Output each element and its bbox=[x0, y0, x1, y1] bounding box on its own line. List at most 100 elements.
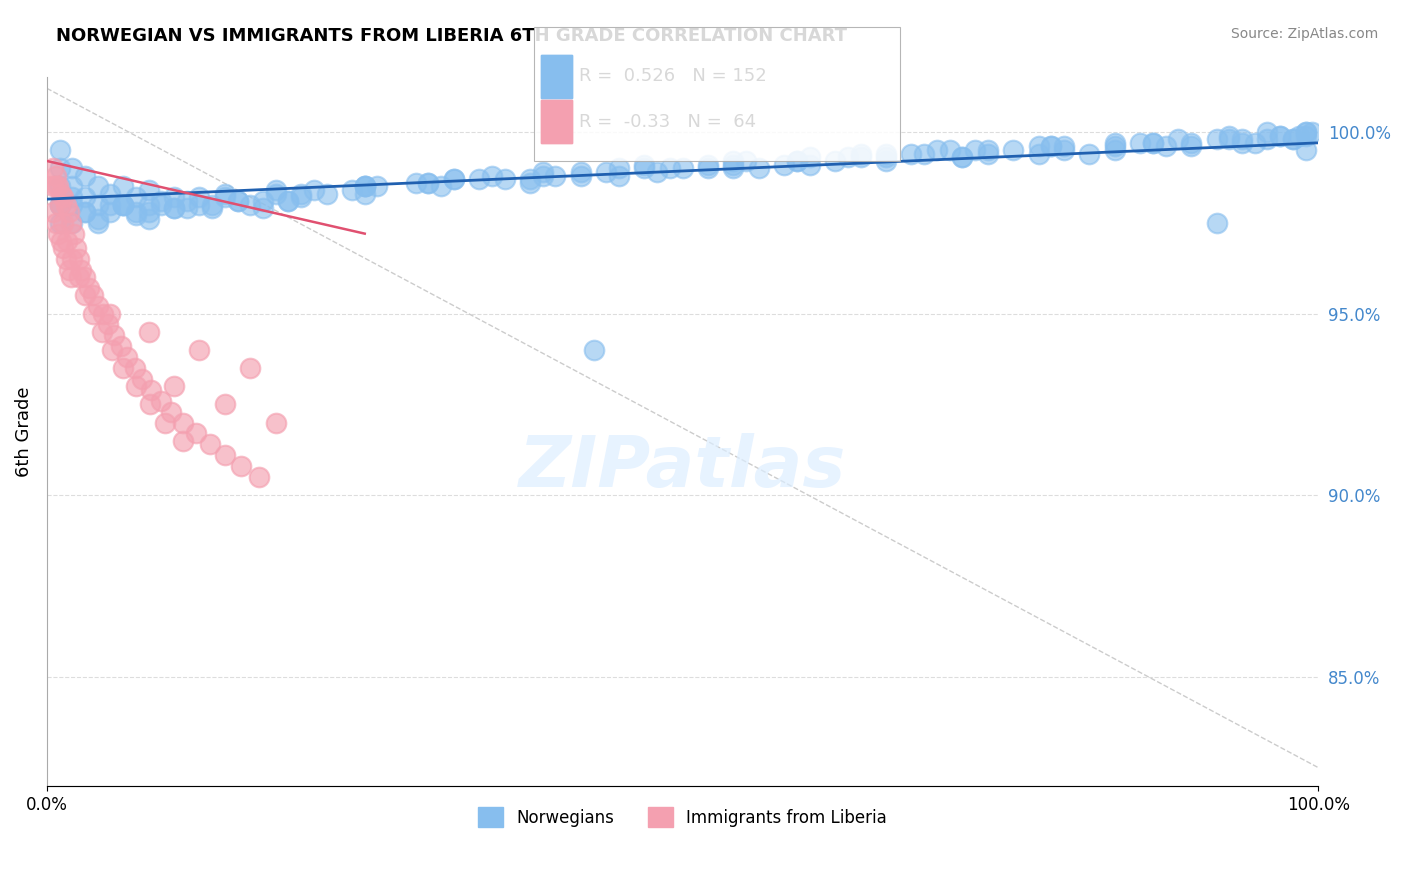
Point bbox=[786, 153, 808, 168]
Point bbox=[950, 150, 973, 164]
Point bbox=[290, 186, 312, 201]
Point bbox=[1154, 139, 1177, 153]
Point bbox=[73, 204, 96, 219]
Text: ZIPatlas: ZIPatlas bbox=[519, 433, 846, 501]
Point bbox=[1002, 143, 1025, 157]
Point bbox=[697, 158, 720, 172]
Point bbox=[67, 270, 90, 285]
Point bbox=[519, 172, 541, 186]
Point bbox=[1104, 139, 1126, 153]
Point bbox=[172, 434, 194, 448]
Point bbox=[48, 197, 70, 211]
Point bbox=[138, 183, 160, 197]
Point bbox=[73, 270, 96, 285]
Point bbox=[963, 143, 986, 157]
Point bbox=[799, 158, 821, 172]
Point bbox=[201, 197, 224, 211]
Point bbox=[658, 161, 681, 176]
Point bbox=[1180, 136, 1202, 150]
Point bbox=[45, 169, 67, 183]
Point bbox=[67, 252, 90, 266]
Point bbox=[582, 343, 605, 357]
Point bbox=[468, 172, 491, 186]
Point bbox=[1104, 143, 1126, 157]
Point bbox=[519, 176, 541, 190]
Point bbox=[633, 158, 655, 172]
Point bbox=[176, 194, 198, 208]
Point bbox=[1218, 132, 1240, 146]
Point bbox=[56, 234, 79, 248]
Point bbox=[786, 153, 808, 168]
Point bbox=[87, 216, 110, 230]
Point bbox=[633, 161, 655, 176]
Point bbox=[184, 426, 207, 441]
Point bbox=[723, 153, 745, 168]
Point bbox=[1218, 128, 1240, 143]
Point bbox=[1028, 139, 1050, 153]
Point bbox=[60, 252, 83, 266]
Point bbox=[42, 161, 65, 176]
Point bbox=[48, 197, 70, 211]
Point bbox=[938, 143, 960, 157]
Point bbox=[58, 204, 80, 219]
Point bbox=[239, 197, 262, 211]
Point bbox=[176, 201, 198, 215]
Point bbox=[231, 459, 253, 474]
Point bbox=[100, 204, 122, 219]
Point bbox=[849, 146, 872, 161]
Point bbox=[138, 197, 160, 211]
Point bbox=[1243, 136, 1265, 150]
Point bbox=[103, 328, 125, 343]
Point bbox=[139, 383, 162, 397]
Point bbox=[49, 186, 72, 201]
Point bbox=[138, 325, 160, 339]
Point bbox=[239, 361, 262, 376]
Point bbox=[42, 179, 65, 194]
Point bbox=[671, 161, 693, 176]
Point bbox=[226, 194, 249, 208]
Point bbox=[1142, 136, 1164, 150]
Point bbox=[950, 150, 973, 164]
Point bbox=[1167, 132, 1189, 146]
Point bbox=[73, 169, 96, 183]
Point bbox=[45, 216, 67, 230]
Point bbox=[58, 263, 80, 277]
Point bbox=[264, 416, 287, 430]
Point bbox=[188, 190, 211, 204]
Point bbox=[90, 325, 112, 339]
Point bbox=[112, 179, 135, 194]
Point bbox=[302, 183, 325, 197]
Point bbox=[60, 190, 83, 204]
Point bbox=[52, 241, 75, 255]
Point bbox=[824, 153, 846, 168]
Point bbox=[247, 470, 270, 484]
Point bbox=[125, 379, 148, 393]
Point bbox=[607, 161, 630, 176]
Point bbox=[125, 204, 148, 219]
Point bbox=[977, 146, 1000, 161]
Point bbox=[912, 146, 935, 161]
Point bbox=[87, 299, 110, 313]
Point bbox=[125, 190, 148, 204]
Point bbox=[735, 153, 758, 168]
Point bbox=[1301, 125, 1323, 139]
Text: NORWEGIAN VS IMMIGRANTS FROM LIBERIA 6TH GRADE CORRELATION CHART: NORWEGIAN VS IMMIGRANTS FROM LIBERIA 6TH… bbox=[56, 27, 848, 45]
Point bbox=[82, 288, 104, 302]
Point bbox=[1230, 136, 1253, 150]
Point bbox=[723, 158, 745, 172]
Point bbox=[595, 165, 617, 179]
Point bbox=[531, 169, 554, 183]
Point bbox=[214, 448, 236, 462]
Point bbox=[723, 161, 745, 176]
Point bbox=[100, 186, 122, 201]
Point bbox=[48, 143, 70, 157]
Point bbox=[112, 197, 135, 211]
Point bbox=[100, 307, 122, 321]
Point bbox=[150, 393, 173, 408]
Point bbox=[45, 179, 67, 194]
Point bbox=[430, 179, 453, 194]
Point bbox=[214, 397, 236, 411]
Point bbox=[131, 372, 153, 386]
Point bbox=[405, 176, 427, 190]
Point bbox=[150, 194, 173, 208]
